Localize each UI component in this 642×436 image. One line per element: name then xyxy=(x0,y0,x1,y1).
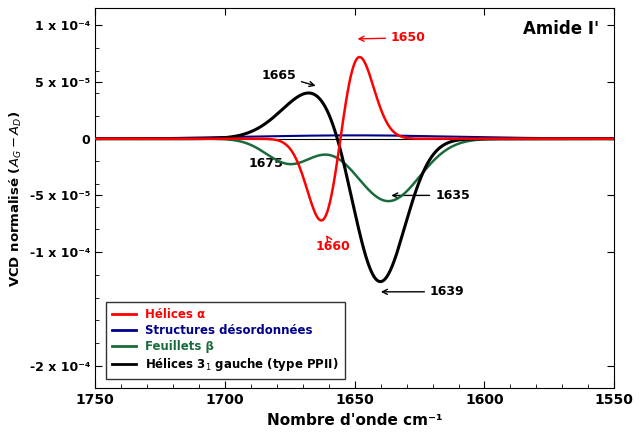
Text: 1650: 1650 xyxy=(359,31,426,44)
Text: 1660: 1660 xyxy=(316,236,351,253)
Text: 1665: 1665 xyxy=(261,68,314,86)
Text: 1635: 1635 xyxy=(393,189,470,202)
X-axis label: Nombre d'onde cm⁻¹: Nombre d'onde cm⁻¹ xyxy=(267,412,442,428)
Legend: Hélices α, Structures désordonnées, Feuillets β, Hélices 3$_1$ gauche (type PPII: Hélices α, Structures désordonnées, Feui… xyxy=(107,302,345,378)
Text: 1675: 1675 xyxy=(248,157,290,170)
Y-axis label: VCD normalisé ($A_G - A_D$): VCD normalisé ($A_G - A_D$) xyxy=(8,110,24,286)
Text: 1639: 1639 xyxy=(383,285,465,298)
Text: Amide I': Amide I' xyxy=(523,20,598,38)
